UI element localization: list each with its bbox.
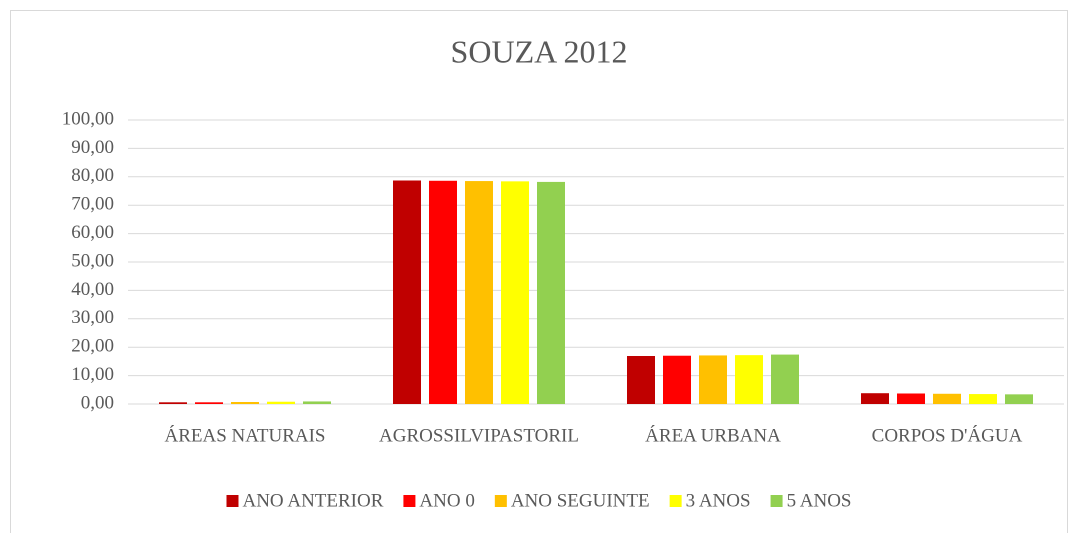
legend-swatch — [226, 495, 239, 507]
bar — [897, 393, 925, 404]
bar — [267, 401, 295, 404]
x-tick-label: ÁREAS NATURAIS — [165, 424, 326, 446]
y-tick-label: 30,00 — [71, 307, 114, 328]
y-tick-label: 60,00 — [71, 222, 114, 243]
legend-label: 3 ANOS — [686, 490, 751, 511]
x-tick-label: AGROSSILVIPASTORIL — [379, 425, 579, 446]
y-tick-label: 80,00 — [71, 165, 114, 186]
legend-swatch — [770, 495, 783, 507]
y-tick-label: 90,00 — [71, 137, 114, 158]
bar — [627, 356, 655, 404]
y-tick-label: 10,00 — [71, 364, 114, 385]
legend-label: ANO 0 — [419, 490, 474, 511]
x-tick-label: CORPOS D'ÁGUA — [872, 424, 1023, 446]
bar — [501, 181, 529, 404]
bar — [663, 355, 691, 404]
legend-label: 5 ANOS — [787, 490, 852, 511]
bar — [969, 394, 997, 404]
y-tick-label: 40,00 — [71, 279, 114, 300]
bar — [771, 354, 799, 404]
bar — [933, 393, 961, 404]
bar — [699, 355, 727, 404]
bar — [735, 355, 763, 404]
y-tick-label: 0,00 — [81, 392, 114, 413]
bar — [537, 181, 565, 404]
legend-label: ANO SEGUINTE — [511, 490, 650, 511]
bar — [465, 181, 493, 404]
y-tick-label: 50,00 — [71, 250, 114, 271]
bar — [159, 402, 187, 404]
bar — [195, 402, 223, 404]
y-tick-label: 100,00 — [62, 108, 114, 129]
legend-label: ANO ANTERIOR — [242, 490, 383, 511]
chart-title: SOUZA 2012 — [451, 33, 628, 69]
bar — [861, 393, 889, 404]
legend-swatch — [669, 495, 682, 507]
y-tick-label: 20,00 — [71, 336, 114, 357]
x-tick-label: ÁREA URBANA — [645, 424, 781, 446]
legend-swatch — [403, 495, 416, 507]
bar — [393, 180, 421, 404]
bar — [303, 401, 331, 404]
bar — [231, 402, 259, 404]
legend-swatch — [494, 495, 507, 507]
y-tick-label: 70,00 — [71, 194, 114, 215]
bar — [1005, 394, 1033, 404]
bar — [429, 180, 457, 404]
